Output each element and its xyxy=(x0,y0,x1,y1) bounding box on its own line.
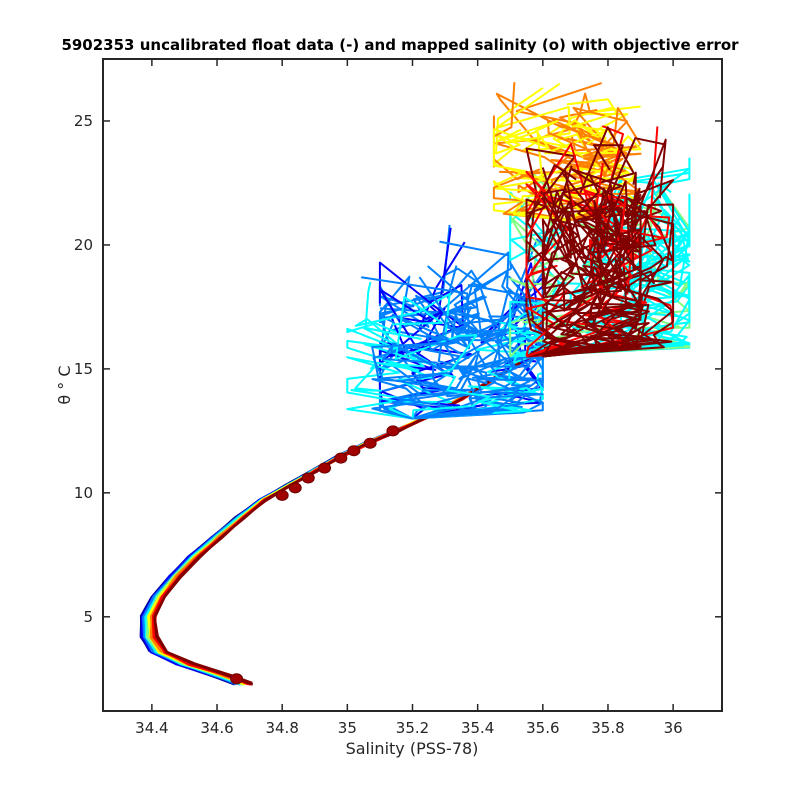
x-axis-label: Salinity (PSS-78) xyxy=(346,739,479,758)
profile-lines xyxy=(139,82,691,686)
profile-line-upper xyxy=(346,322,420,420)
y-tick-label: 10 xyxy=(74,484,93,502)
profile-line-upper xyxy=(542,173,615,358)
profile-line-upper xyxy=(389,265,480,420)
mapped-salinity-point xyxy=(230,673,244,685)
profile-line-upper xyxy=(371,334,461,420)
x-tick-label: 35 xyxy=(338,719,357,737)
profile-line-upper xyxy=(542,203,616,358)
x-tick-label: 35.8 xyxy=(591,719,624,737)
x-tick-label: 35.2 xyxy=(396,719,429,737)
x-axis: 34.4 34.6 34.8 35 35.2 35.4 35.6 35.8 36 xyxy=(135,59,683,737)
y-axis: 5 10 15 20 25 xyxy=(74,112,722,626)
profile-line-upper xyxy=(526,166,675,358)
profile-line-upper xyxy=(542,187,642,358)
x-tick-label: 34.4 xyxy=(135,719,168,737)
x-tick-label: 34.8 xyxy=(265,719,298,737)
mapped-salinity-point xyxy=(288,482,302,494)
y-tick-label: 15 xyxy=(74,360,93,378)
mapped-salinity-point xyxy=(334,452,348,464)
mapped-salinity-point xyxy=(386,425,400,437)
profile-line-upper xyxy=(492,87,570,222)
profile-line-upper xyxy=(509,175,559,357)
x-tick-label: 34.6 xyxy=(200,719,233,737)
profile-line-upper xyxy=(526,138,675,358)
profile-line-upper xyxy=(541,169,578,358)
profile-line-upper xyxy=(412,251,531,420)
chart-title: 5902353 uncalibrated float data (-) and … xyxy=(61,36,739,54)
mapped-salinity-point xyxy=(318,462,332,474)
profile-line-upper xyxy=(526,126,665,358)
y-axis-label: θ ° C xyxy=(55,365,74,404)
profile-line-upper xyxy=(542,180,642,358)
mapped-salinity-markers xyxy=(230,425,400,685)
mapped-salinity-point xyxy=(301,472,315,484)
mapped-salinity-point xyxy=(275,489,289,501)
mapped-salinity-point xyxy=(347,445,361,457)
x-tick-label: 36 xyxy=(664,719,683,737)
y-tick-label: 20 xyxy=(74,236,93,254)
x-tick-label: 35.6 xyxy=(526,719,559,737)
profile-line-upper xyxy=(541,188,591,358)
x-tick-label: 35.4 xyxy=(461,719,494,737)
y-tick-label: 25 xyxy=(74,112,93,130)
profile-line-upper xyxy=(542,183,642,358)
y-tick-label: 5 xyxy=(83,608,93,626)
mapped-salinity-point xyxy=(363,437,377,449)
profile-line-upper xyxy=(541,167,575,358)
